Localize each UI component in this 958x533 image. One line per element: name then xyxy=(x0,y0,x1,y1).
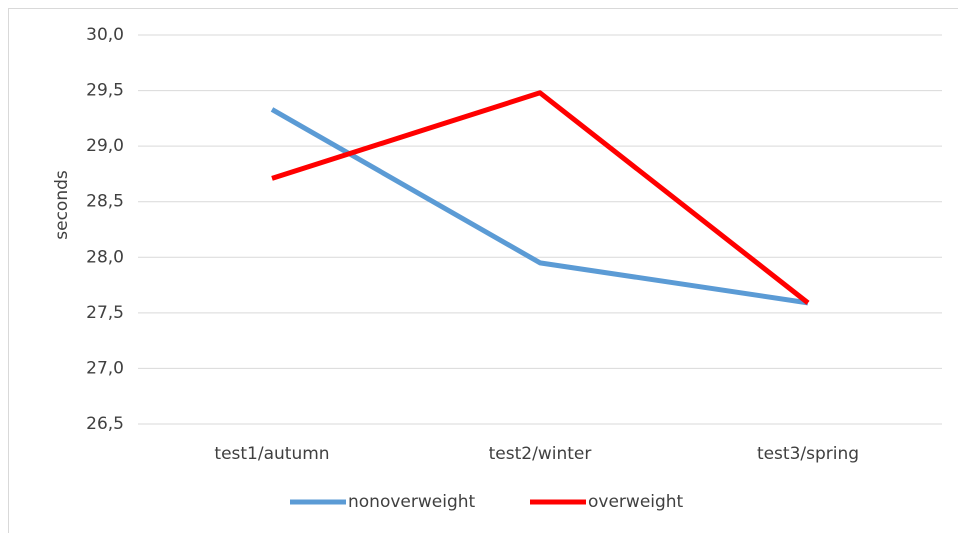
legend-label: overweight xyxy=(588,492,684,512)
x-tick-label: test1/autumn xyxy=(214,444,329,464)
y-tick-label: 27,0 xyxy=(86,358,124,378)
series-line xyxy=(271,90,810,305)
y-tick-label: 29,5 xyxy=(86,81,124,101)
legend-label: nonoverweight xyxy=(348,492,476,512)
y-tick-label: 30,0 xyxy=(86,25,124,45)
y-tick-label: 28,5 xyxy=(86,192,124,212)
y-tick-label: 29,0 xyxy=(86,136,124,156)
x-tick-label: test3/spring xyxy=(757,444,859,464)
y-tick-label: 28,0 xyxy=(86,247,124,267)
y-tick-label: 27,5 xyxy=(86,303,124,323)
series-line xyxy=(270,107,809,306)
y-tick-label: 26,5 xyxy=(86,414,124,434)
chart-frame xyxy=(8,8,958,533)
y-axis-label: seconds xyxy=(52,170,72,240)
x-tick-label: test2/winter xyxy=(489,444,592,464)
